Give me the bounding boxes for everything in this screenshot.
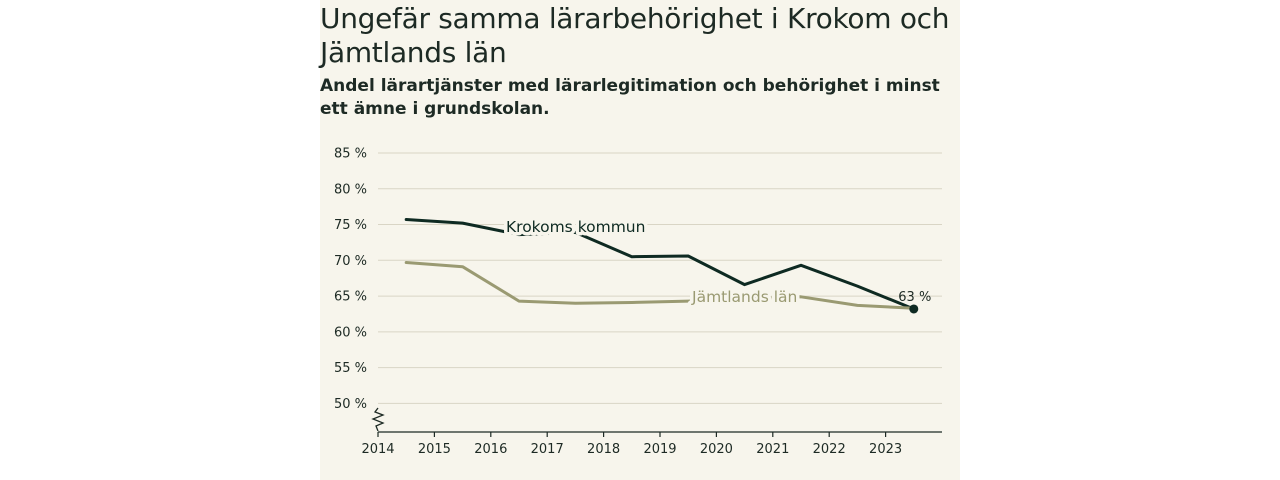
x-tick-label: 2021 (756, 442, 789, 457)
y-tick-label: 75 % (334, 218, 367, 233)
series-label-krokom: Krokoms kommun (506, 218, 645, 236)
end-point-marker (909, 304, 919, 314)
end-value-label: 63 % (898, 290, 931, 305)
y-tick-label: 50 % (334, 397, 367, 412)
series-label-jamtland: Jämtlands län (691, 288, 797, 306)
x-tick-label: 2020 (700, 442, 733, 457)
line-chart: 50 % 55 % 60 % 65 % 70 % 75 % 80 % 85 % 2014 2015… (334, 147, 942, 457)
y-tick-label: 60 % (334, 325, 367, 340)
x-tick-label: 2014 (361, 442, 394, 457)
axis-break-icon (371, 407, 385, 432)
y-tick-label: 65 % (334, 290, 367, 305)
chart-subtitle: Andel lärartjänster med lärarlegitimatio… (320, 76, 940, 119)
x-tick-label: 2015 (418, 442, 451, 457)
chart-title: Ungefär samma lärarbehörighet i Krokom o… (320, 2, 950, 69)
y-tick-label: 55 % (334, 361, 367, 376)
y-tick-label: 85 % (334, 147, 367, 162)
series-line-krokom (404, 218, 916, 311)
x-tick-label: 2017 (531, 442, 564, 457)
chart-panel: Ungefär samma lärarbehörighet i Krokom o… (320, 0, 960, 480)
x-tick-label: 2016 (474, 442, 507, 457)
series-line-jamtland (404, 261, 916, 310)
x-tick-label: 2018 (587, 442, 620, 457)
x-tick-label: 2023 (869, 442, 902, 457)
y-tick-label: 70 % (334, 254, 367, 269)
x-tick-label: 2019 (643, 442, 676, 457)
x-tick-label: 2022 (813, 442, 846, 457)
y-tick-label: 80 % (334, 182, 367, 197)
